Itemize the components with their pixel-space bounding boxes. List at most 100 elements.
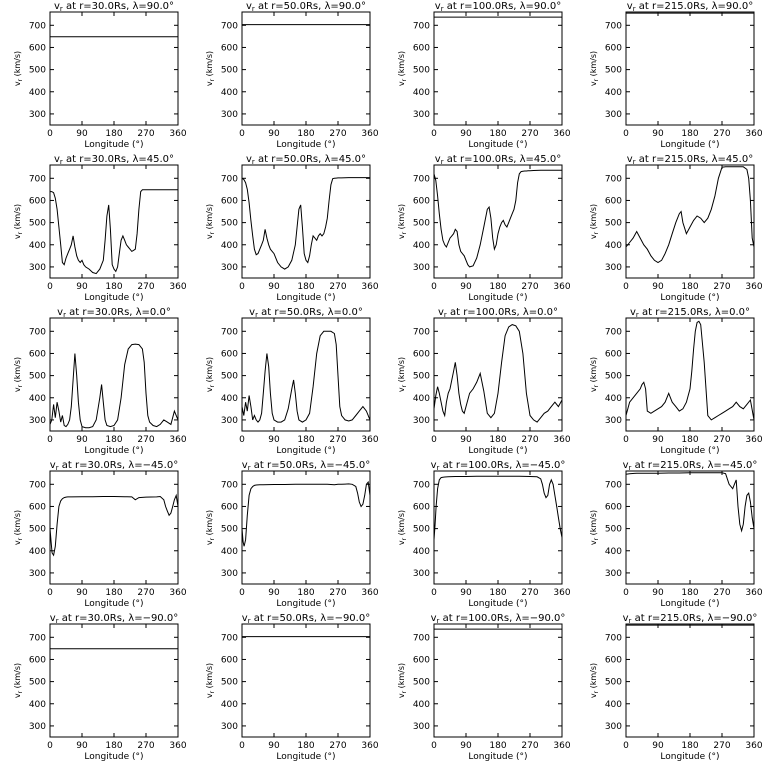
panel-title: vr at r=30.0Rs, λ=90.0° bbox=[54, 1, 174, 13]
y-axis-label: vr (km/s) bbox=[205, 663, 216, 698]
x-tick-label: 360 bbox=[745, 588, 762, 598]
y-axis-label: vr (km/s) bbox=[397, 204, 408, 239]
y-tick-label: 300 bbox=[29, 110, 46, 120]
panel-title: vr at r=30.0Rs, λ=−90.0° bbox=[50, 613, 178, 625]
x-tick-label: 270 bbox=[137, 588, 154, 598]
y-tick-label: 600 bbox=[413, 655, 430, 665]
x-axis-label: Longitude (°) bbox=[84, 446, 143, 456]
y-tick-label: 400 bbox=[605, 88, 622, 98]
panel-title: vr at r=30.0Rs, λ=−45.0° bbox=[50, 460, 178, 472]
x-tick-label: 270 bbox=[521, 588, 538, 598]
x-tick-label: 90 bbox=[460, 741, 472, 751]
x-tick-label: 180 bbox=[681, 282, 698, 292]
y-tick-label: 600 bbox=[221, 655, 238, 665]
y-tick-label: 700 bbox=[29, 21, 46, 31]
x-tick-label: 0 bbox=[623, 741, 629, 751]
x-tick-label: 180 bbox=[297, 129, 314, 139]
x-axis-label: Longitude (°) bbox=[276, 140, 335, 150]
y-tick-label: 500 bbox=[29, 66, 46, 76]
x-tick-label: 270 bbox=[137, 741, 154, 751]
panel-7: vr at r=100.0Rs, λ=45.0° 0 90 180 270 360 300 4… bbox=[397, 154, 571, 303]
y-tick-label: 600 bbox=[605, 196, 622, 206]
x-tick-label: 180 bbox=[105, 282, 122, 292]
panel-2: vr at r=50.0Rs, λ=90.0° 0 90 180 270 360 300 40… bbox=[205, 1, 379, 150]
x-tick-label: 360 bbox=[553, 435, 570, 445]
y-tick-label: 400 bbox=[605, 547, 622, 557]
y-tick-label: 500 bbox=[221, 219, 238, 229]
panel-11: vr at r=100.0Rs, λ=0.0° 0 90 180 270 360 300 40… bbox=[397, 307, 571, 456]
x-axis-label: Longitude (°) bbox=[468, 752, 527, 762]
y-tick-label: 700 bbox=[221, 327, 238, 337]
x-axis-label: Longitude (°) bbox=[276, 599, 335, 609]
y-tick-label: 400 bbox=[413, 394, 430, 404]
panel-title: vr at r=100.0Rs, λ=45.0° bbox=[435, 154, 561, 166]
y-tick-label: 300 bbox=[413, 722, 430, 732]
y-tick-label: 500 bbox=[29, 525, 46, 535]
y-tick-label: 300 bbox=[605, 722, 622, 732]
y-axis-label: vr (km/s) bbox=[589, 510, 600, 545]
x-tick-label: 360 bbox=[361, 588, 378, 598]
y-tick-label: 600 bbox=[29, 502, 46, 512]
y-tick-label: 600 bbox=[29, 349, 46, 359]
y-tick-label: 400 bbox=[413, 88, 430, 98]
y-axis-label: vr (km/s) bbox=[397, 663, 408, 698]
x-tick-label: 90 bbox=[652, 741, 664, 751]
panel-title: vr at r=30.0Rs, λ=0.0° bbox=[57, 307, 171, 319]
panel-title: vr at r=215.0Rs, λ=45.0° bbox=[627, 154, 753, 166]
y-tick-label: 400 bbox=[413, 547, 430, 557]
x-axis-label: Longitude (°) bbox=[276, 293, 335, 303]
y-tick-label: 600 bbox=[605, 349, 622, 359]
x-axis-label: Longitude (°) bbox=[468, 140, 527, 150]
y-tick-label: 400 bbox=[413, 241, 430, 251]
x-tick-label: 90 bbox=[268, 435, 280, 445]
y-tick-label: 600 bbox=[221, 196, 238, 206]
x-tick-label: 90 bbox=[76, 282, 88, 292]
panel-1: vr at r=30.0Rs, λ=90.0° 0 90 180 270 360 300 40… bbox=[13, 1, 187, 150]
y-tick-label: 400 bbox=[29, 547, 46, 557]
x-tick-label: 0 bbox=[431, 741, 437, 751]
axes-frame bbox=[433, 623, 563, 738]
y-axis-label: vr (km/s) bbox=[589, 357, 600, 392]
axes-frame bbox=[625, 623, 755, 738]
x-tick-label: 90 bbox=[76, 741, 88, 751]
y-tick-label: 300 bbox=[605, 569, 622, 579]
x-tick-label: 90 bbox=[268, 588, 280, 598]
x-tick-label: 180 bbox=[489, 282, 506, 292]
velocity-series-line bbox=[433, 169, 562, 268]
panel-title: vr at r=100.0Rs, λ=−45.0° bbox=[431, 460, 566, 472]
x-tick-label: 180 bbox=[489, 435, 506, 445]
panel-15: vr at r=100.0Rs, λ=−45.0° 0 90 180 270 360 300… bbox=[397, 460, 571, 609]
x-tick-label: 0 bbox=[239, 741, 245, 751]
y-tick-label: 700 bbox=[221, 480, 238, 490]
y-tick-label: 500 bbox=[413, 219, 430, 229]
y-tick-label: 400 bbox=[221, 547, 238, 557]
x-tick-label: 270 bbox=[713, 435, 730, 445]
velocity-series-line bbox=[433, 475, 563, 540]
x-tick-label: 270 bbox=[329, 435, 346, 445]
y-tick-label: 700 bbox=[605, 633, 622, 643]
panel-title: vr at r=50.0Rs, λ=45.0° bbox=[246, 154, 366, 166]
x-tick-label: 0 bbox=[239, 588, 245, 598]
y-tick-label: 300 bbox=[413, 263, 430, 273]
velocity-series-line bbox=[241, 330, 371, 423]
x-tick-label: 90 bbox=[460, 282, 472, 292]
x-tick-label: 90 bbox=[460, 588, 472, 598]
x-tick-label: 180 bbox=[105, 435, 122, 445]
x-tick-label: 270 bbox=[521, 282, 538, 292]
x-tick-label: 180 bbox=[489, 741, 506, 751]
y-tick-label: 700 bbox=[605, 480, 622, 490]
x-tick-label: 180 bbox=[681, 588, 698, 598]
x-tick-label: 0 bbox=[623, 129, 629, 139]
panel-13: vr at r=30.0Rs, λ=−45.0° 0 90 180 270 360 300 4… bbox=[13, 460, 187, 609]
y-tick-label: 700 bbox=[413, 327, 430, 337]
x-axis-label: Longitude (°) bbox=[276, 752, 335, 762]
x-axis-label: Longitude (°) bbox=[468, 599, 527, 609]
y-axis-label: vr (km/s) bbox=[397, 51, 408, 86]
x-tick-label: 0 bbox=[623, 282, 629, 292]
y-axis-label: vr (km/s) bbox=[205, 204, 216, 239]
panel-18: vr at r=50.0Rs, λ=−90.0° 0 90 180 270 360 300 4… bbox=[205, 613, 379, 762]
x-axis-label: Longitude (°) bbox=[468, 446, 527, 456]
y-tick-label: 300 bbox=[605, 416, 622, 426]
x-tick-label: 270 bbox=[137, 282, 154, 292]
